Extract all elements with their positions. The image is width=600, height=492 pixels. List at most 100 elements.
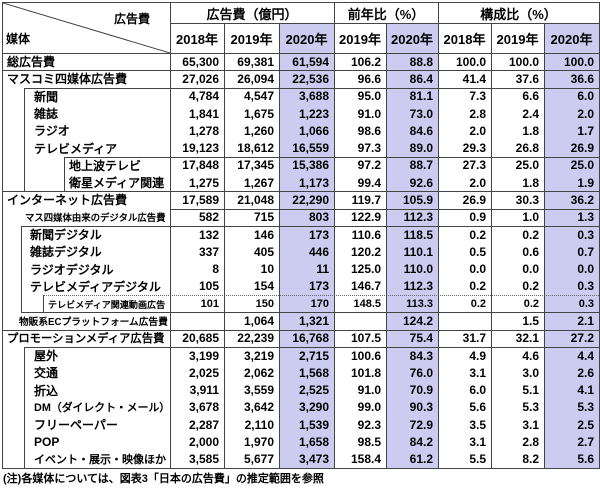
data-cell: 146.7 bbox=[350, 279, 381, 294]
data-cell: 1,260 bbox=[243, 123, 274, 138]
data-cell: 10 bbox=[260, 262, 274, 277]
data-cell: 1.7 bbox=[577, 123, 594, 138]
year-header: 2020年 bbox=[550, 31, 593, 47]
data-cell: 1.0 bbox=[522, 210, 539, 225]
data-cell: 70.9 bbox=[409, 383, 433, 398]
data-cell: 4.6 bbox=[522, 348, 539, 363]
grid-line-vertical bbox=[438, 3, 439, 468]
data-cell: 27.3 bbox=[462, 158, 486, 173]
year-header: 2019年 bbox=[339, 31, 381, 47]
grid-line-horizontal bbox=[21, 312, 599, 314]
row-label: 雑誌 bbox=[34, 107, 59, 122]
data-cell: 1.5 bbox=[522, 314, 539, 329]
data-cell: 19,123 bbox=[182, 141, 219, 156]
ad-expenditure-table: 広告費 媒体 広告費（億円） 2018年 2019年 2020年 前年比（%） 2019年… bbox=[2, 2, 600, 469]
data-cell: 715 bbox=[253, 210, 274, 225]
data-cell: 17,345 bbox=[237, 158, 274, 173]
grid-line-horizontal bbox=[3, 191, 599, 193]
data-cell: 1.3 bbox=[577, 210, 594, 225]
data-cell: 26.8 bbox=[515, 141, 539, 156]
indent-box-line bbox=[43, 295, 44, 313]
data-cell: 446 bbox=[308, 244, 329, 259]
row-label: マスコミ四媒体広告費 bbox=[7, 72, 128, 87]
data-cell: 3.1 bbox=[469, 365, 486, 380]
data-cell: 2.1 bbox=[577, 314, 594, 329]
data-cell: 16,559 bbox=[292, 141, 329, 156]
data-cell: 90.3 bbox=[409, 400, 433, 415]
data-cell: 1.8 bbox=[522, 175, 539, 190]
row-label: 地上波テレビ bbox=[69, 158, 142, 173]
data-cell: 65,300 bbox=[182, 54, 219, 69]
data-cell: 95.0 bbox=[357, 89, 381, 104]
data-cell: 0.2 bbox=[470, 297, 486, 310]
data-cell: 92.3 bbox=[357, 417, 381, 432]
data-cell: 170 bbox=[310, 297, 329, 310]
data-cell: 2.6 bbox=[577, 365, 594, 380]
data-cell: 88.7 bbox=[409, 158, 433, 173]
data-cell: 4,784 bbox=[188, 89, 219, 104]
data-cell: 0.2 bbox=[522, 227, 539, 242]
data-cell: 158.4 bbox=[350, 452, 381, 467]
grid-line-horizontal bbox=[21, 225, 599, 227]
data-cell: 21,048 bbox=[237, 192, 274, 207]
grid-line-horizontal bbox=[43, 295, 599, 297]
data-cell: 2.8 bbox=[522, 435, 539, 450]
data-cell: 91.0 bbox=[357, 106, 381, 121]
data-cell: 3,290 bbox=[298, 400, 329, 415]
corner-label-rows: 媒体 bbox=[6, 32, 31, 46]
data-cell: 154 bbox=[253, 279, 274, 294]
data-cell: 5.6 bbox=[469, 400, 486, 415]
row-label: インターネット広告費 bbox=[7, 193, 128, 208]
data-cell: 99.0 bbox=[357, 400, 381, 415]
column-group-header: 広告費（億円） bbox=[206, 6, 298, 22]
data-cell: 3,585 bbox=[188, 452, 219, 467]
row-label: 折込 bbox=[34, 383, 59, 398]
row-label: テレビメディア関連動画広告 bbox=[48, 299, 166, 310]
data-cell: 3,911 bbox=[189, 383, 219, 398]
row-label: ラジオ bbox=[34, 124, 70, 139]
row-label: 新聞デジタル bbox=[30, 228, 102, 243]
data-cell: 2,025 bbox=[188, 365, 219, 380]
data-cell: 0.0 bbox=[469, 262, 486, 277]
grid-line-vertical bbox=[279, 23, 280, 468]
data-cell: 2,287 bbox=[188, 417, 219, 432]
data-cell: 22,536 bbox=[292, 71, 329, 86]
row-label: POP bbox=[34, 435, 60, 450]
data-cell: 6.6 bbox=[522, 89, 539, 104]
row-label: プロモーションメディア広告費 bbox=[7, 333, 165, 346]
diagonal-divider-line bbox=[3, 3, 170, 53]
footnote: (注)各媒体については、図表3「日本の広告費」の推定範囲を参照 bbox=[3, 473, 324, 485]
data-cell: 2.0 bbox=[577, 106, 594, 121]
data-cell: 2.0 bbox=[469, 123, 486, 138]
data-cell: 105.9 bbox=[402, 192, 433, 207]
data-cell: 3.0 bbox=[522, 365, 539, 380]
data-cell: 98.6 bbox=[357, 123, 381, 138]
data-cell: 0.2 bbox=[469, 227, 486, 242]
indent-box-line bbox=[24, 346, 25, 468]
data-cell: 2.5 bbox=[577, 417, 594, 432]
data-cell: 5.3 bbox=[577, 400, 594, 415]
data-cell: 2,000 bbox=[188, 435, 219, 450]
data-cell: 30.3 bbox=[515, 192, 539, 207]
data-cell: 26.9 bbox=[570, 141, 594, 156]
table-corner-cell: 広告費 媒体 bbox=[3, 3, 170, 53]
data-cell: 0.2 bbox=[523, 297, 539, 310]
corner-label-columns: 広告費 bbox=[114, 12, 151, 26]
data-cell: 0.2 bbox=[469, 279, 486, 294]
data-cell: 3,219 bbox=[243, 348, 274, 363]
data-cell: 25.0 bbox=[515, 158, 539, 173]
data-cell: 2,062 bbox=[243, 365, 274, 380]
data-cell: 2,715 bbox=[298, 348, 329, 363]
data-cell: 25.0 bbox=[570, 158, 594, 173]
data-cell: 3,473 bbox=[298, 452, 329, 467]
data-cell: 0.0 bbox=[522, 262, 539, 277]
data-cell: 3,678 bbox=[188, 400, 219, 415]
data-cell: 41.4 bbox=[462, 71, 486, 86]
grid-line-horizontal bbox=[64, 156, 599, 158]
data-cell: 0.2 bbox=[522, 279, 539, 294]
row-label: マス四媒体由来のデジタル広告費 bbox=[25, 212, 166, 224]
grid-line-horizontal bbox=[170, 208, 599, 210]
data-cell: 61.2 bbox=[409, 452, 433, 467]
data-cell: 26,094 bbox=[237, 71, 274, 86]
data-cell: 2.4 bbox=[522, 106, 539, 121]
